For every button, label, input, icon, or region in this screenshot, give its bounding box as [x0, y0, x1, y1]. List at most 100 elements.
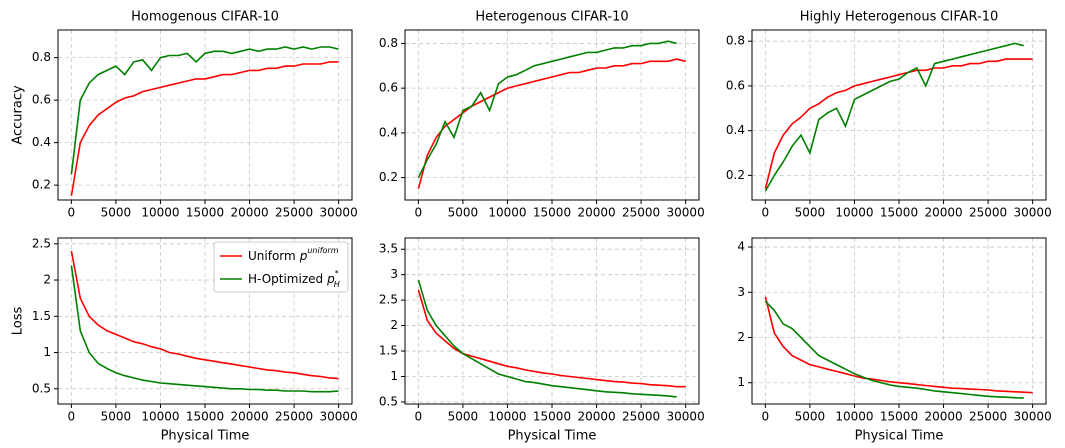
- y-tick-label: 0.5: [32, 381, 51, 395]
- y-tick-label: 0.6: [726, 78, 745, 92]
- y-tick-label: 0.2: [32, 178, 51, 192]
- y-tick-label: 0.4: [32, 135, 51, 149]
- x-tick-label: 30000: [667, 410, 705, 424]
- y-tick-label: 0.8: [726, 34, 745, 48]
- legend-symbol: p: [326, 272, 335, 286]
- subplot-title: Homogenous CIFAR-10: [131, 10, 279, 25]
- x-tick-label: 20000: [230, 410, 268, 424]
- x-tick-label: 15000: [880, 410, 918, 424]
- axes-frame: [404, 237, 700, 405]
- x-tick-label: 15000: [186, 206, 224, 220]
- x-tick-label: 30000: [667, 206, 705, 220]
- axes-frame: [57, 237, 353, 405]
- x-tick-label: 25000: [969, 206, 1007, 220]
- plot-area: [70, 250, 339, 393]
- x-tick-label: 25000: [275, 410, 313, 424]
- x-tick-label: 25000: [969, 410, 1007, 424]
- x-tick-label: 20000: [577, 206, 615, 220]
- x-tick-label: 5000: [101, 206, 132, 220]
- y-tick-label: 0.8: [32, 50, 51, 64]
- x-tick-label: 0: [415, 410, 423, 424]
- y-axis-label: Accuracy: [11, 85, 26, 145]
- series-line: [70, 61, 339, 196]
- y-tick-label: 2: [43, 273, 51, 287]
- series-line: [764, 300, 1024, 399]
- y-tick-label: 0.2: [379, 170, 398, 184]
- y-tick-label: 1: [737, 375, 745, 389]
- y-tick-label: 0.2: [726, 168, 745, 182]
- x-tick-label: 25000: [622, 206, 660, 220]
- x-tick-label: 5000: [101, 410, 132, 424]
- y-tick-label: 3: [390, 267, 398, 281]
- x-tick-label: 25000: [622, 410, 660, 424]
- legend-sub: H: [334, 280, 340, 289]
- x-tick-label: 20000: [924, 206, 962, 220]
- series-line: [70, 265, 339, 393]
- x-tick-label: 25000: [275, 206, 313, 220]
- y-tick-label: 1.5: [32, 309, 51, 323]
- series-line: [417, 279, 677, 398]
- series-line: [70, 46, 339, 175]
- x-tick-label: 30000: [320, 206, 358, 220]
- y-tick-label: 0.6: [32, 93, 51, 107]
- x-axis-label: Physical Time: [508, 429, 597, 444]
- plot-area: [417, 40, 686, 190]
- x-tick-label: 0: [68, 410, 76, 424]
- x-tick-label: 0: [762, 410, 770, 424]
- x-tick-label: 0: [68, 206, 76, 220]
- subplot: 0 5000 10000 15000 20000 25000 30000 1 2 3 4 Physic…: [737, 237, 1052, 444]
- y-tick-label: 1: [390, 369, 398, 383]
- plot-area: [764, 42, 1033, 192]
- axes-frame: [57, 29, 353, 201]
- x-tick-label: 15000: [533, 206, 571, 220]
- y-axis-label: Loss: [11, 307, 26, 336]
- x-tick-label: 5000: [795, 206, 826, 220]
- y-tick-label: 2: [390, 318, 398, 332]
- x-tick-label: 30000: [1014, 206, 1052, 220]
- plot-area: [417, 279, 686, 398]
- plot-area: [70, 46, 339, 196]
- x-tick-label: 10000: [141, 206, 179, 220]
- legend-sup: *: [335, 269, 339, 278]
- x-tick-label: 10000: [488, 410, 526, 424]
- series-line: [764, 296, 1033, 394]
- subplot-title: Highly Heterogenous CIFAR-10: [800, 10, 999, 25]
- series-line: [764, 58, 1033, 189]
- series-line: [70, 250, 339, 380]
- x-tick-label: 5000: [795, 410, 826, 424]
- legend-label: Uniform puniform: [248, 246, 339, 263]
- legend-name: H-Optimized: [248, 272, 323, 286]
- subplot: 0 5000 10000 15000 20000 25000 30000 0.5 1 1.5 2 2.…: [379, 237, 705, 444]
- x-tick-label: 15000: [533, 410, 571, 424]
- x-tick-label: 10000: [141, 410, 179, 424]
- x-tick-label: 15000: [186, 410, 224, 424]
- legend-sup: uniform: [307, 246, 338, 255]
- y-tick-label: 0.6: [379, 81, 398, 95]
- x-tick-label: 10000: [835, 410, 873, 424]
- axes-frame: [751, 237, 1047, 405]
- x-tick-label: 5000: [448, 206, 479, 220]
- y-tick-label: 4: [737, 240, 745, 254]
- x-tick-label: 0: [415, 206, 423, 220]
- subplot: 0 5000 10000 15000 20000 25000 30000 0.5 1 1.5 2 2.…: [11, 236, 358, 443]
- y-tick-label: 3: [737, 285, 745, 299]
- y-tick-label: 1.5: [379, 344, 398, 358]
- series-line: [764, 42, 1024, 192]
- subplot: 0 5000 10000 15000 20000 25000 30000 0.2 0.4 0.6 0…: [726, 10, 1052, 220]
- axes-frame: [404, 29, 700, 201]
- y-tick-label: 2: [737, 330, 745, 344]
- x-tick-label: 10000: [488, 206, 526, 220]
- x-tick-label: 30000: [320, 410, 358, 424]
- x-axis-label: Physical Time: [161, 429, 250, 444]
- x-tick-label: 20000: [230, 206, 268, 220]
- series-line: [417, 40, 677, 178]
- y-tick-label: 0.8: [379, 36, 398, 50]
- x-tick-label: 15000: [880, 206, 918, 220]
- legend-name: Uniform: [248, 249, 296, 263]
- y-tick-label: 1: [43, 345, 51, 359]
- legend-box: [213, 241, 349, 293]
- subplot: 0 5000 10000 15000 20000 25000 30000 0.2 0.4 0.6 0…: [379, 10, 705, 220]
- x-tick-label: 5000: [448, 410, 479, 424]
- x-tick-label: 30000: [1014, 410, 1052, 424]
